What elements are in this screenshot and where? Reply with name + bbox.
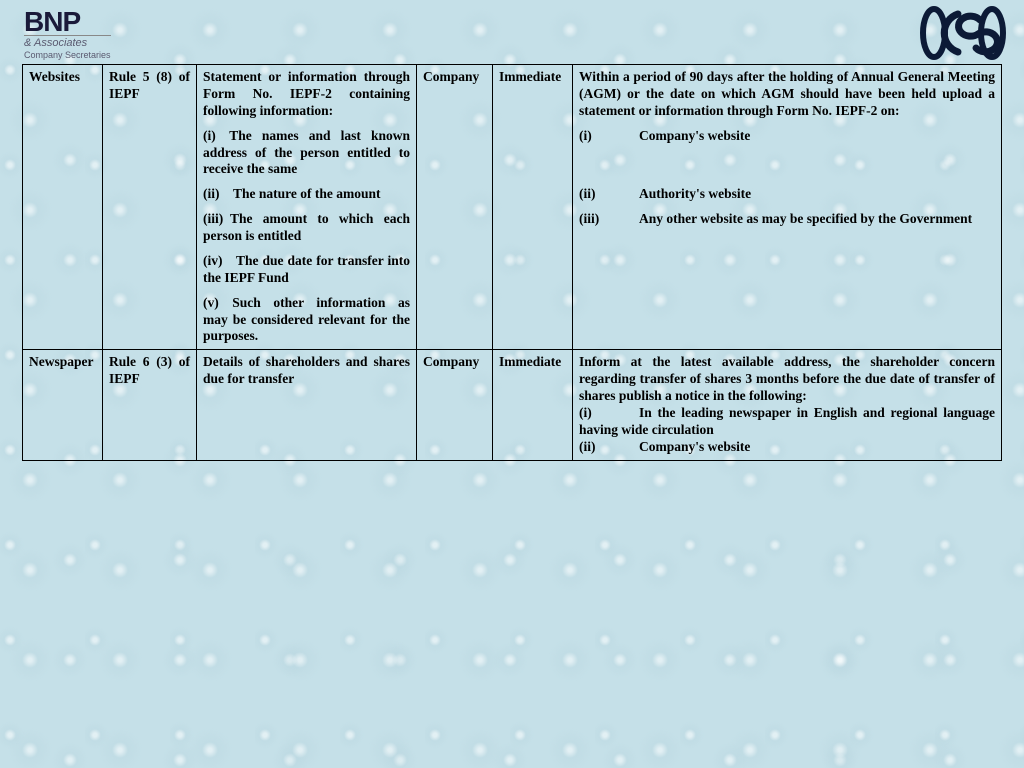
cell: (ii) The nature of the amount bbox=[197, 182, 417, 207]
cell: (ii)Authority's website bbox=[573, 182, 1002, 207]
cell: Inform at the latest available address, … bbox=[573, 350, 1002, 460]
cell: Newspaper bbox=[23, 350, 103, 460]
table-row: Websites Rule 5 (8) of IEPF Statement or… bbox=[23, 65, 1002, 124]
cell: Statement or information through Form No… bbox=[197, 65, 417, 124]
cell: (iv) The due date for transfer into the … bbox=[197, 249, 417, 291]
cell: Rule 6 (3) of IEPF bbox=[103, 350, 197, 460]
logo-ics-icon bbox=[920, 6, 1006, 60]
cell: Company bbox=[417, 65, 493, 124]
cell: Immediate bbox=[493, 65, 573, 124]
logo-bnp: BNP & Associates Company Secretaries bbox=[24, 6, 111, 61]
table-row: (v) Such other information as may be con… bbox=[23, 291, 1002, 350]
logo-sub-text: & Associates Company Secretaries bbox=[24, 35, 111, 61]
cell: Company bbox=[417, 350, 493, 460]
compliance-table: Websites Rule 5 (8) of IEPF Statement or… bbox=[22, 64, 1002, 461]
cell: Details of shareholders and shares due f… bbox=[197, 350, 417, 460]
table-row: (iii) The amount to which each person is… bbox=[23, 207, 1002, 249]
logo-main-text: BNP bbox=[24, 6, 111, 38]
table-row: Newspaper Rule 6 (3) of IEPF Details of … bbox=[23, 350, 1002, 460]
cell: Immediate bbox=[493, 350, 573, 460]
cell: (i) The names and last known address of … bbox=[197, 124, 417, 183]
header: BNP & Associates Company Secretaries bbox=[0, 0, 1024, 64]
table-row: (iv) The due date for transfer into the … bbox=[23, 249, 1002, 291]
cell: (v) Such other information as may be con… bbox=[197, 291, 417, 350]
cell: Rule 5 (8) of IEPF bbox=[103, 65, 197, 124]
cell: Within a period of 90 days after the hol… bbox=[573, 65, 1002, 124]
cell: (iii)Any other website as may be specifi… bbox=[573, 207, 1002, 249]
cell: (iii) The amount to which each person is… bbox=[197, 207, 417, 249]
table-row: (ii) The nature of the amount (ii)Author… bbox=[23, 182, 1002, 207]
cell: Websites bbox=[23, 65, 103, 124]
cell: (i)Company's website bbox=[573, 124, 1002, 183]
table-row: (i) The names and last known address of … bbox=[23, 124, 1002, 183]
